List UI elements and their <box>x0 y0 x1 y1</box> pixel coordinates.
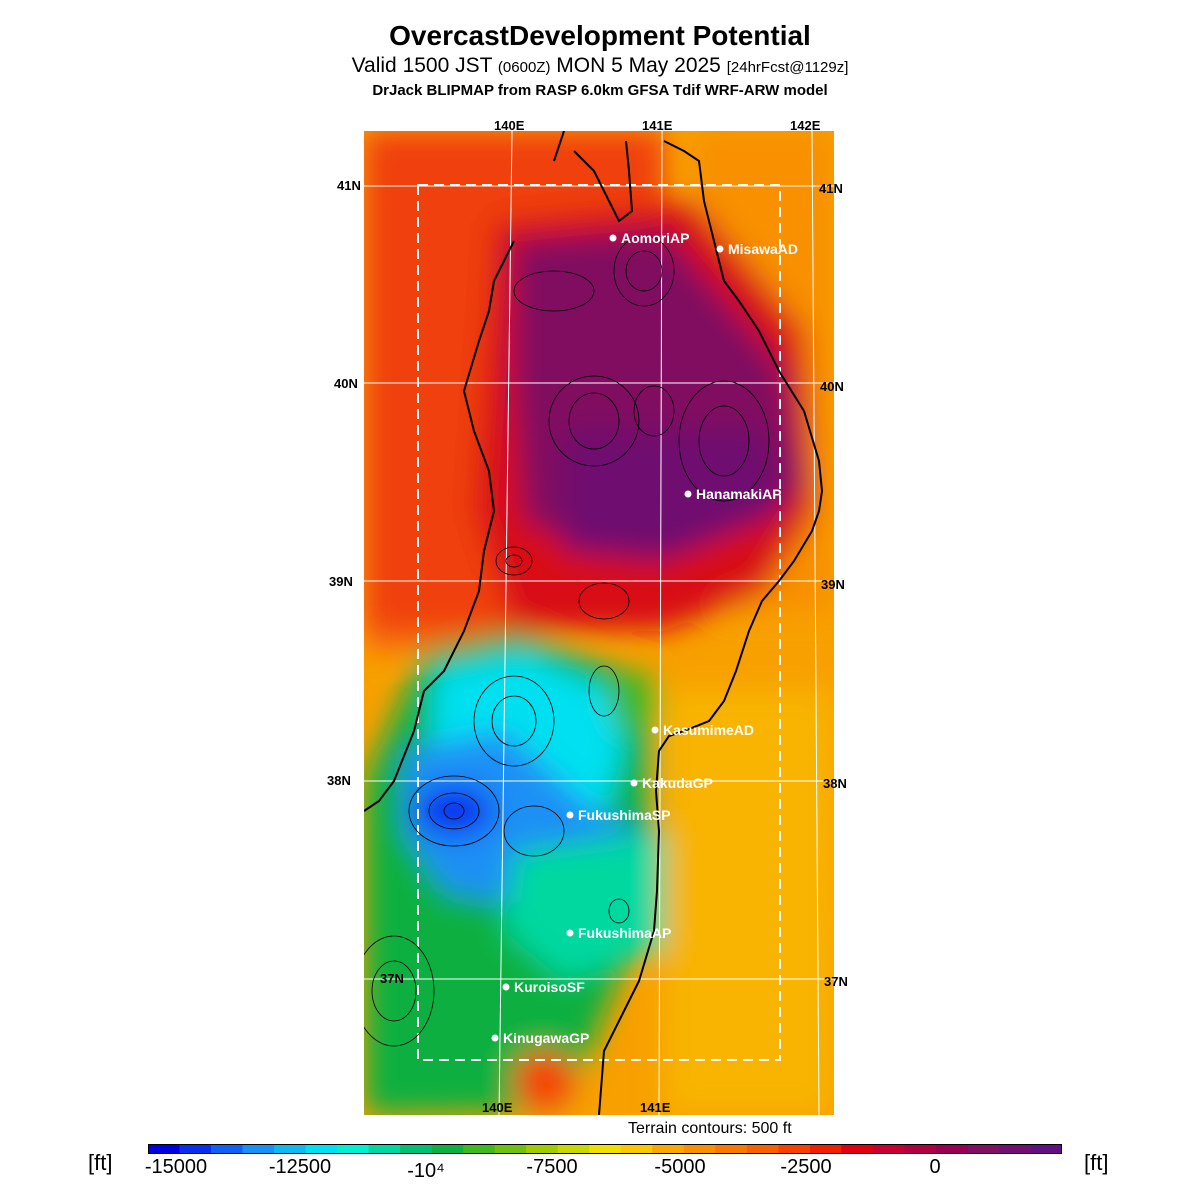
valid-date: MON 5 May 2025 <box>556 54 721 77</box>
colorbar-swatch <box>179 1144 212 1154</box>
potential-field <box>364 131 834 1115</box>
colorbar-swatch <box>400 1144 433 1154</box>
colorbar-swatch <box>967 1144 1000 1154</box>
map-title: OvercastDevelopment Potential <box>389 20 811 51</box>
colorbar-swatch <box>242 1144 275 1154</box>
axis-left-39n: 39N <box>329 574 353 589</box>
graticule <box>364 131 834 1115</box>
colorbar-label: -12500 <box>268 1156 332 1178</box>
station-label: KakudaGP <box>642 775 713 791</box>
valid-time: Valid 1500 JST <box>351 54 493 77</box>
station-fukushimasp[interactable]: FukushimaSP <box>566 807 671 823</box>
colorbar-swatch <box>746 1144 779 1154</box>
station-hanamakiap[interactable]: HanamakiAP <box>684 486 782 502</box>
colorbar-swatch <box>778 1144 811 1154</box>
terrain-contours-note: Terrain contours: 500 ft <box>628 1120 792 1137</box>
axis-right-38n: 38N <box>823 776 847 791</box>
colorbar <box>148 1144 1062 1154</box>
colorbar-swatch <box>683 1144 716 1154</box>
station-label: MisawaAD <box>728 241 798 257</box>
station-label: FukushimaAP <box>578 925 671 941</box>
colorbar-swatch <box>872 1144 905 1154</box>
axis-left-40n: 40N <box>334 376 358 391</box>
axis-top-141e: 141E <box>642 118 673 133</box>
colorbar-unit-right: [ft] <box>1084 1150 1109 1175</box>
axis-right-37n: 37N <box>824 974 848 989</box>
forecast-info: [24hrFcst@1129z] <box>726 59 849 76</box>
colorbar-swatch <box>935 1144 968 1154</box>
zulu-time: (0600Z) <box>497 59 551 76</box>
axis-top-140e: 140E <box>494 118 525 133</box>
colorbar-swatch <box>494 1144 527 1154</box>
model-description: DrJack BLIPMAP from RASP 6.0km GFSA Tdif… <box>372 82 828 99</box>
station-label: HanamakiAP <box>696 486 782 502</box>
colorbar-swatch <box>904 1144 937 1154</box>
axis-top-142e: 142E <box>790 118 821 133</box>
colorbar-label: -10⁴ <box>407 1160 445 1182</box>
colorbar-swatch <box>368 1144 401 1154</box>
forecast-map: AomoriAP MisawaAD HanamakiAP KasumimeAD … <box>364 131 834 1115</box>
colorbar-border <box>148 1144 1062 1154</box>
colorbar-swatch <box>715 1144 748 1154</box>
colorbar-swatch <box>1030 1144 1062 1154</box>
axis-bottom-140e: 140E <box>482 1100 513 1115</box>
colorbar-label: -2500 <box>780 1156 832 1178</box>
station-label: KinugawaGP <box>503 1030 589 1046</box>
station-label: FukushimaSP <box>578 807 671 823</box>
station-kinugawagp[interactable]: KinugawaGP <box>491 1030 590 1046</box>
colorbar-swatch <box>463 1144 496 1154</box>
colorbar-swatch <box>211 1144 244 1154</box>
colorbar-swatch <box>305 1144 338 1154</box>
colorbar-swatch <box>557 1144 590 1154</box>
colorbar-swatch <box>589 1144 622 1154</box>
inner-domain-box <box>417 184 781 1061</box>
axis-left-41n: 41N <box>337 178 361 193</box>
station-markers: AomoriAP MisawaAD HanamakiAP KasumimeAD … <box>491 230 799 1046</box>
axis-left-38n: 38N <box>327 773 351 788</box>
colorbar-label: 0 <box>929 1156 941 1178</box>
colorbar-swatch <box>526 1144 559 1154</box>
colorbar-swatch <box>431 1144 464 1154</box>
station-label: AomoriAP <box>621 230 689 246</box>
station-misawaad[interactable]: MisawaAD <box>716 241 799 257</box>
colorbar-swatch <box>841 1144 874 1154</box>
station-kuroisosf[interactable]: KuroisoSF <box>502 979 586 995</box>
coastline <box>364 131 824 1115</box>
colorbar-label: -7500 <box>526 1156 578 1178</box>
axis-right-40n: 40N <box>820 379 844 394</box>
colorbar-swatch <box>148 1144 181 1154</box>
map-subtitle: Valid 1500 JST (0600Z) MON 5 May 2025 [2… <box>0 54 1200 78</box>
colorbar-swatch <box>337 1144 370 1154</box>
colorbar-swatch <box>652 1144 685 1154</box>
colorbar-label: -5000 <box>654 1156 706 1178</box>
colorbar-swatch <box>998 1144 1031 1154</box>
colorbar-unit-left: [ft] <box>88 1150 113 1175</box>
colorbar-swatch <box>620 1144 653 1154</box>
axis-bottom-141e: 141E <box>640 1100 671 1115</box>
colorbar-swatch <box>809 1144 842 1154</box>
station-label: KuroisoSF <box>514 979 585 995</box>
station-fukushimaap[interactable]: FukushimaAP <box>566 925 672 941</box>
axis-left-37n: 37N <box>380 971 404 986</box>
station-label: KasumimeAD <box>663 722 754 738</box>
station-kakudagp[interactable]: KakudaGP <box>630 775 713 791</box>
station-kasumimead[interactable]: KasumimeAD <box>651 722 755 738</box>
terrain-contours <box>364 235 770 1047</box>
colorbar-swatch <box>274 1144 307 1154</box>
axis-right-41n: 41N <box>819 181 843 196</box>
axis-right-39n: 39N <box>821 577 845 592</box>
colorbar-label: -15000 <box>144 1156 208 1178</box>
station-aomoriap[interactable]: AomoriAP <box>609 230 690 246</box>
